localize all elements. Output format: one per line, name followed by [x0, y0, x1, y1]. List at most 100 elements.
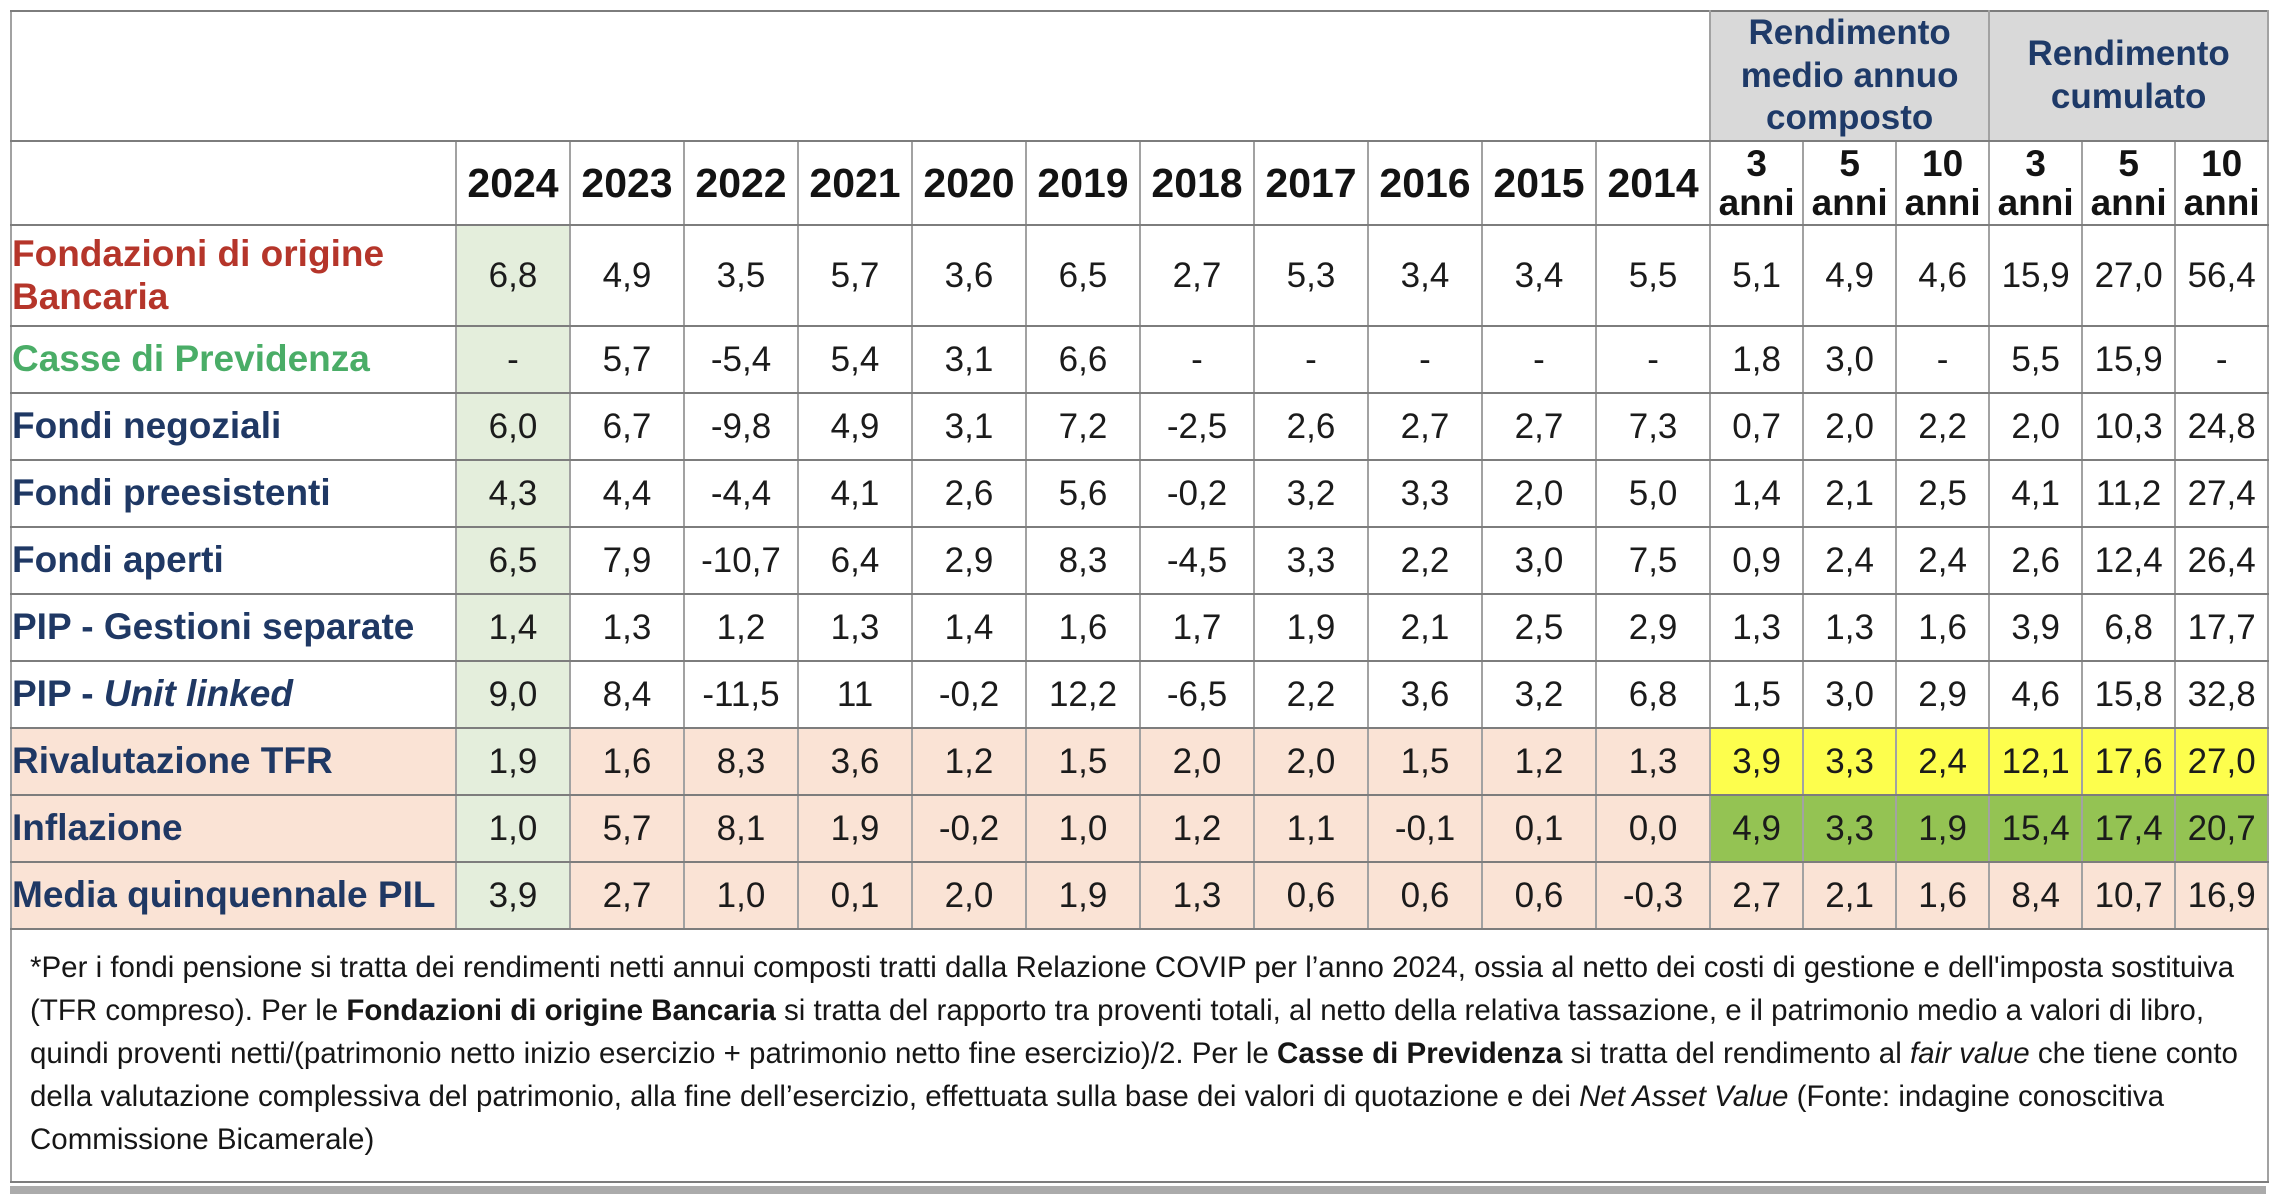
data-cell: 3,3: [1253, 526, 1369, 596]
data-cell: 1,8: [1709, 325, 1805, 395]
year-header-2018: 2018: [1139, 140, 1255, 227]
data-cell: 1,9: [797, 794, 913, 864]
data-cell: 1,0: [1025, 794, 1141, 864]
data-cell: 1,4: [1709, 459, 1805, 529]
data-cell: 4,6: [1895, 224, 1991, 328]
data-cell: 6,0: [455, 392, 571, 462]
data-cell: 15,8: [2081, 660, 2177, 730]
data-cell: 8,1: [683, 794, 799, 864]
data-cell: -5,4: [683, 325, 799, 395]
data-cell: 20,7: [2174, 794, 2270, 864]
row-label: Inflazione: [10, 794, 457, 864]
row-label: Media quinquennale PIL: [10, 861, 457, 931]
data-cell: 7,3: [1594, 392, 1712, 462]
data-cell: 2,2: [1253, 660, 1369, 730]
data-cell: 10,3: [2081, 392, 2177, 462]
data-cell: 2,7: [1709, 861, 1805, 931]
table-row: PIP - Gestioni separate 1,4 1,3 1,2 1,3 1,4 1,…: [10, 593, 2270, 663]
data-cell: 6,8: [2081, 593, 2177, 663]
data-cell: 6,5: [455, 526, 571, 596]
data-cell: 4,1: [1988, 459, 2084, 529]
footnote-row: *Per i fondi pensione si tratta dei rend…: [9, 928, 2270, 1184]
data-cell: 2,4: [1802, 526, 1898, 596]
data-cell: 2,0: [1802, 392, 1898, 462]
table-row: Fondi aperti 6,5 7,9 -10,7 6,4 2,9 8,3 -4,5 3,3 2…: [10, 526, 2270, 596]
data-cell: 5,6: [1025, 459, 1141, 529]
data-cell: -2,5: [1139, 392, 1255, 462]
data-cell: 2,6: [1253, 392, 1369, 462]
data-cell: 11: [797, 660, 913, 730]
data-cell: 2,1: [1367, 593, 1483, 663]
data-cell: 5,3: [1253, 224, 1369, 328]
data-cell: 0,1: [1481, 794, 1597, 864]
data-cell: 0,9: [1709, 526, 1805, 596]
data-cell: 3,6: [911, 224, 1027, 328]
data-cell: 1,6: [1025, 593, 1141, 663]
data-cell: 2,0: [1139, 727, 1255, 797]
data-cell: -0,2: [911, 660, 1027, 730]
data-cell: 26,4: [2174, 526, 2270, 596]
data-cell: 6,7: [569, 392, 685, 462]
table-row: Fondi preesistenti 4,3 4,4 -4,4 4,1 2,6 5,6 -0,…: [10, 459, 2270, 529]
group-header-row: Rendimento medio annuo composto Rendimen…: [9, 9, 2270, 143]
period-header-3-anni-cumulato: 3 anni: [1988, 140, 2084, 227]
data-cell: 8,4: [569, 660, 685, 730]
period-header-3-anni-medio: 3 anni: [1709, 140, 1805, 227]
data-cell: 5,7: [569, 794, 685, 864]
data-cell: 7,9: [569, 526, 685, 596]
row-label: Fondi preesistenti: [10, 459, 457, 529]
data-cell: 4,9: [797, 392, 913, 462]
data-cell: -10,7: [683, 526, 799, 596]
data-cell: 15,9: [1988, 224, 2084, 328]
data-cell: 3,6: [1367, 660, 1483, 730]
data-cell: -9,8: [683, 392, 799, 462]
data-cell: 3,0: [1802, 325, 1898, 395]
data-cell: 1,0: [683, 861, 799, 931]
data-cell: 56,4: [2174, 224, 2270, 328]
data-cell: 8,3: [683, 727, 799, 797]
data-cell: 2,9: [911, 526, 1027, 596]
row-label: Fondazioni di origine Bancaria: [10, 224, 457, 328]
data-cell: 2,0: [1481, 459, 1597, 529]
data-cell: 4,6: [1988, 660, 2084, 730]
data-cell: 3,4: [1481, 224, 1597, 328]
data-cell: 1,3: [1139, 861, 1255, 931]
data-cell: 1,3: [1594, 727, 1712, 797]
data-cell: 2,4: [1895, 526, 1991, 596]
data-cell: 27,0: [2174, 727, 2270, 797]
data-cell: 5,0: [1594, 459, 1712, 529]
data-cell: -: [1367, 325, 1483, 395]
data-cell: 1,9: [1253, 593, 1369, 663]
data-cell: 1,5: [1025, 727, 1141, 797]
year-header-2019: 2019: [1025, 140, 1141, 227]
data-cell: 7,2: [1025, 392, 1141, 462]
footnote-segment: si tratta del rapporto tra proventi tota…: [30, 994, 2205, 1071]
data-cell: -6,5: [1139, 660, 1255, 730]
data-cell: -: [2174, 325, 2270, 395]
bottom-edge-bar: [10, 1186, 2266, 1195]
period-header-10-anni-cumulato: 10 anni: [2174, 140, 2270, 227]
row-label: Fondi aperti: [10, 526, 457, 596]
data-cell: -0,2: [911, 794, 1027, 864]
data-cell: 0,6: [1367, 861, 1483, 931]
data-cell: 0,6: [1481, 861, 1597, 931]
data-cell: 1,2: [911, 727, 1027, 797]
data-cell: 9,0: [455, 660, 571, 730]
data-cell: -0,1: [1367, 794, 1483, 864]
data-cell: 6,8: [1594, 660, 1712, 730]
footnote-segment: Fondazioni di origine Bancaria: [346, 994, 776, 1028]
data-cell: 3,3: [1802, 727, 1898, 797]
data-cell: -: [1594, 325, 1712, 395]
data-cell: -: [455, 325, 571, 395]
data-cell: 2,6: [911, 459, 1027, 529]
table-row: Rivalutazione TFR 1,9 1,6 8,3 3,6 1,2 1,5 2,0 2,…: [10, 727, 2270, 797]
footnote: *Per i fondi pensione si tratta dei rend…: [9, 928, 2270, 1184]
column-header-row: 2024 2023 2022 2021 2020 2019 2018 2017 2016 2015…: [10, 140, 2270, 227]
data-cell: -4,5: [1139, 526, 1255, 596]
data-cell: 3,3: [1802, 794, 1898, 864]
data-cell: 16,9: [2174, 861, 2270, 931]
row-label: Fondi negoziali: [10, 392, 457, 462]
data-cell: -11,5: [683, 660, 799, 730]
corner-empty-cell: [9, 9, 1712, 143]
data-cell: -0,2: [1139, 459, 1255, 529]
